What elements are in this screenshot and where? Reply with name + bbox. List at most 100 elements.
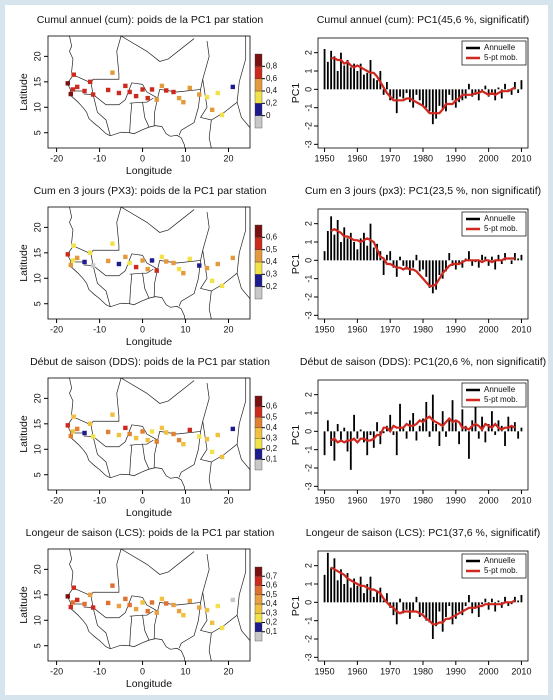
station [110, 412, 115, 417]
bar [477, 89, 480, 101]
border [142, 102, 150, 128]
station [105, 600, 111, 606]
moving-average-line [330, 227, 515, 288]
station [70, 258, 76, 263]
bar [330, 567, 333, 603]
bar [323, 574, 326, 603]
bar [448, 420, 451, 432]
bar [389, 414, 392, 432]
bar [418, 89, 421, 101]
x-tick-label: 2010 [511, 324, 531, 334]
bar [513, 82, 516, 90]
station [197, 434, 202, 439]
y-tick-label: 10 [32, 444, 42, 454]
bar [471, 260, 474, 266]
y-tick-label: -1 [303, 446, 313, 454]
bar [386, 593, 388, 603]
y-tick-label: -1 [303, 104, 313, 112]
station [163, 601, 169, 606]
bar [497, 87, 500, 90]
bar [399, 598, 401, 603]
x-tick-label: 1950 [315, 666, 335, 676]
bar [422, 602, 424, 614]
border [142, 212, 210, 270]
bar [445, 89, 447, 112]
bar [323, 49, 326, 90]
station [181, 99, 186, 105]
station [230, 597, 236, 603]
bar [343, 227, 346, 261]
x-tick-label: 1960 [347, 153, 367, 163]
map-title: Cum en 3 jours (PX3): poids de la PC1 pa… [34, 185, 267, 197]
bar [438, 89, 441, 106]
bar [510, 89, 513, 95]
bar [353, 63, 355, 90]
bar [340, 52, 342, 90]
y-tick-label: 1 [303, 68, 313, 73]
bar [369, 223, 372, 261]
bar [326, 552, 329, 603]
colorbar-block [254, 395, 263, 407]
y-axis-label: Latitude [18, 73, 30, 111]
colorbar-block [254, 427, 263, 439]
y-tick-label: 2 [303, 392, 313, 397]
x-tick-label: -10 [93, 153, 106, 163]
bar [425, 89, 428, 108]
station [110, 70, 115, 75]
bar [458, 89, 460, 103]
map-title: Longeur de saison (LCS): poids de la PC1… [26, 527, 275, 539]
colorbar-label: 0,6 [266, 581, 278, 590]
bar [382, 89, 385, 95]
colorbar-block [254, 53, 263, 67]
border [142, 615, 150, 641]
borders [66, 549, 250, 661]
bar [458, 431, 460, 445]
x-tick-label: 20 [224, 495, 234, 505]
bar [363, 74, 365, 90]
colorbar-block [254, 66, 263, 79]
colorbar-label: 0,4 [266, 599, 278, 608]
x-tick-label: 0 [140, 153, 145, 163]
y-tick-label: 10 [32, 273, 42, 283]
x-tick-label: 2000 [479, 666, 499, 676]
chart-title: Début de saison (DDS): PC1(20,6 %, non s… [300, 356, 546, 368]
bar [438, 602, 441, 612]
border [129, 439, 154, 446]
border [236, 615, 250, 641]
x-tick-label: 1990 [446, 666, 466, 676]
station [87, 592, 93, 598]
colorbar-block [254, 406, 263, 418]
station [209, 107, 215, 113]
bar [497, 420, 500, 432]
bar [520, 80, 523, 90]
colorbar-label: 0,6 [266, 402, 278, 411]
bar [382, 600, 385, 603]
legend-box [461, 382, 527, 408]
station [71, 72, 76, 77]
bar [517, 431, 520, 439]
bar [376, 243, 378, 261]
bar [418, 260, 421, 272]
border [178, 260, 201, 307]
y-tick-label: -3 [303, 482, 313, 490]
x-tick-label: 1980 [413, 495, 433, 505]
station [145, 437, 150, 443]
y-tick-label: 0 [303, 429, 313, 434]
plot-frame [47, 35, 251, 149]
legend-label: 5-pt mob. [484, 566, 518, 575]
bar [458, 260, 460, 264]
station [154, 439, 159, 444]
station [90, 92, 96, 97]
chart-title: Longeur de saison (LCS): PC1(37,6 %, sig… [306, 527, 541, 539]
colorbar-label: 0,6 [266, 232, 278, 241]
bar [333, 234, 336, 261]
bar [402, 602, 405, 614]
colorbar-block [254, 286, 263, 300]
bar [356, 71, 359, 90]
bar [408, 260, 411, 275]
station [219, 283, 225, 289]
y-axis-label: Latitude [18, 415, 30, 453]
y-tick-label: 0 [303, 600, 313, 605]
x-tick-label: 1990 [446, 324, 466, 334]
